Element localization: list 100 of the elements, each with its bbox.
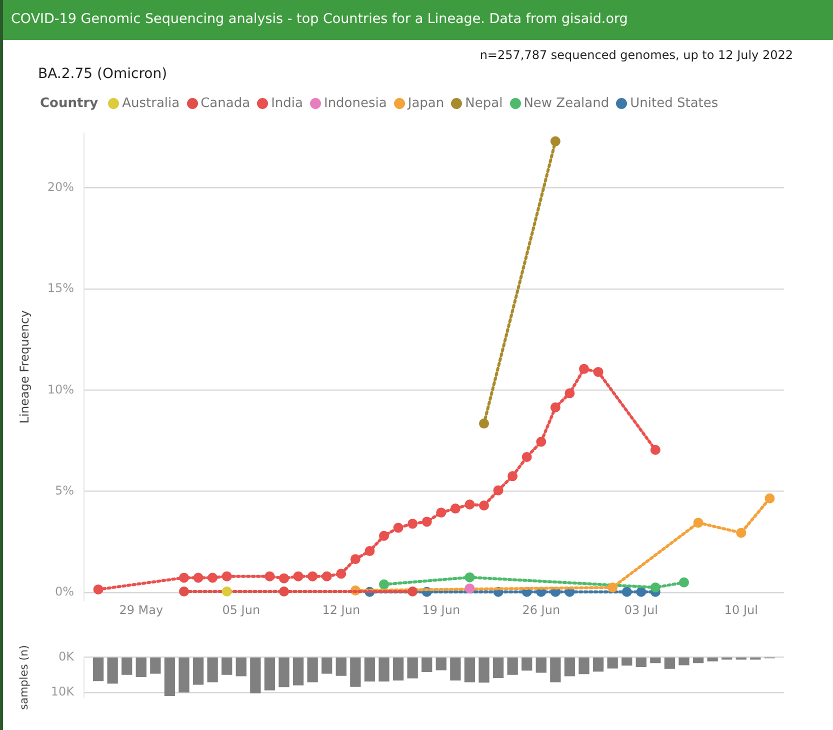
bar	[578, 657, 590, 674]
bar	[107, 657, 118, 684]
point	[93, 584, 104, 594]
x-tick-label: 29 May	[119, 602, 164, 617]
bar	[507, 657, 518, 675]
bar	[278, 657, 290, 688]
point	[436, 508, 446, 518]
bar	[92, 657, 104, 682]
point	[464, 583, 475, 594]
bar	[736, 657, 746, 660]
point	[736, 528, 746, 538]
bar	[650, 657, 661, 664]
chart-subtitle: n=257,787 sequenced genomes, up to 12 July 2022	[480, 48, 793, 62]
point	[679, 577, 689, 588]
point	[222, 586, 232, 596]
point	[336, 568, 346, 579]
bar	[636, 657, 646, 668]
point	[608, 582, 618, 592]
bar	[536, 657, 546, 673]
bar	[264, 657, 276, 690]
bar	[192, 657, 204, 685]
x-tick-label: 05 Jun	[222, 602, 260, 617]
point	[293, 571, 304, 582]
point	[636, 586, 646, 597]
bar	[407, 657, 418, 678]
bar	[150, 657, 161, 674]
bar	[322, 657, 332, 674]
point	[222, 571, 232, 582]
point	[536, 436, 546, 447]
point	[479, 418, 489, 429]
y-tick-label: 5%	[54, 483, 74, 498]
x-tick-label: 03 Jul	[624, 602, 658, 617]
y-tick-label: 20%	[47, 180, 74, 194]
bar	[464, 657, 476, 682]
y-axis-title: Lineage Frequency	[17, 310, 32, 424]
bar	[722, 657, 732, 660]
bar	[707, 657, 718, 662]
legend-label: United States	[629, 96, 718, 111]
x-tick-label: 10 Jul	[724, 602, 758, 617]
bar	[492, 657, 504, 678]
chart-title: BA.2.75 (Omicron)	[38, 66, 168, 82]
bar	[307, 657, 318, 682]
legend-label: New Zealand	[522, 96, 610, 111]
bar	[750, 657, 761, 660]
point	[264, 571, 275, 582]
bar	[236, 657, 246, 676]
legend-label: Nepal	[464, 96, 503, 111]
bar	[336, 657, 346, 676]
y-tick-label: 10%	[47, 382, 74, 396]
bar	[136, 657, 146, 677]
bar	[292, 657, 304, 686]
text: COVID-19 Genomic Sequencing analysis - top Countries for a Lineage. Data from gisaid.org	[11, 11, 628, 27]
x-tick-label: 12 Jun	[322, 602, 360, 617]
point	[508, 471, 518, 482]
point	[464, 572, 475, 582]
bar	[364, 657, 376, 682]
y-tick-label: 0%	[54, 584, 74, 599]
point	[693, 518, 704, 528]
legend-label: Australia	[121, 96, 180, 111]
point	[179, 572, 189, 583]
bar	[350, 657, 361, 687]
point	[408, 518, 418, 529]
y-tick-label: 0K	[58, 649, 76, 664]
bar	[222, 657, 232, 675]
legend-label: Indonesia	[322, 96, 387, 111]
point	[479, 500, 489, 510]
legend-label: India	[270, 96, 303, 111]
point	[422, 516, 432, 527]
bar	[607, 657, 618, 668]
point	[522, 452, 532, 462]
y-tick-label: 10K	[50, 684, 76, 699]
bar	[550, 657, 561, 682]
point	[550, 402, 560, 412]
point	[208, 572, 218, 583]
point	[350, 554, 360, 564]
x-tick-label: 26 Jun	[522, 602, 560, 617]
bar	[164, 657, 176, 696]
point	[564, 388, 575, 398]
bar	[664, 657, 676, 669]
point	[279, 586, 289, 596]
y-axis-title: samples (n)	[17, 645, 30, 710]
point	[450, 504, 460, 514]
bar	[678, 657, 690, 666]
point	[650, 582, 660, 592]
bar	[178, 657, 190, 692]
point	[279, 573, 289, 584]
point	[579, 364, 589, 374]
point	[364, 546, 375, 556]
bar	[122, 657, 132, 675]
point	[622, 586, 632, 597]
legend-title: Country	[40, 96, 98, 111]
point	[408, 586, 418, 596]
bar	[450, 657, 461, 680]
point	[179, 586, 189, 596]
point	[593, 366, 604, 377]
bar	[378, 657, 390, 682]
bar	[522, 657, 532, 671]
bar	[564, 657, 576, 676]
x-tick-label: 19 Jun	[422, 602, 460, 617]
bar	[478, 657, 490, 683]
